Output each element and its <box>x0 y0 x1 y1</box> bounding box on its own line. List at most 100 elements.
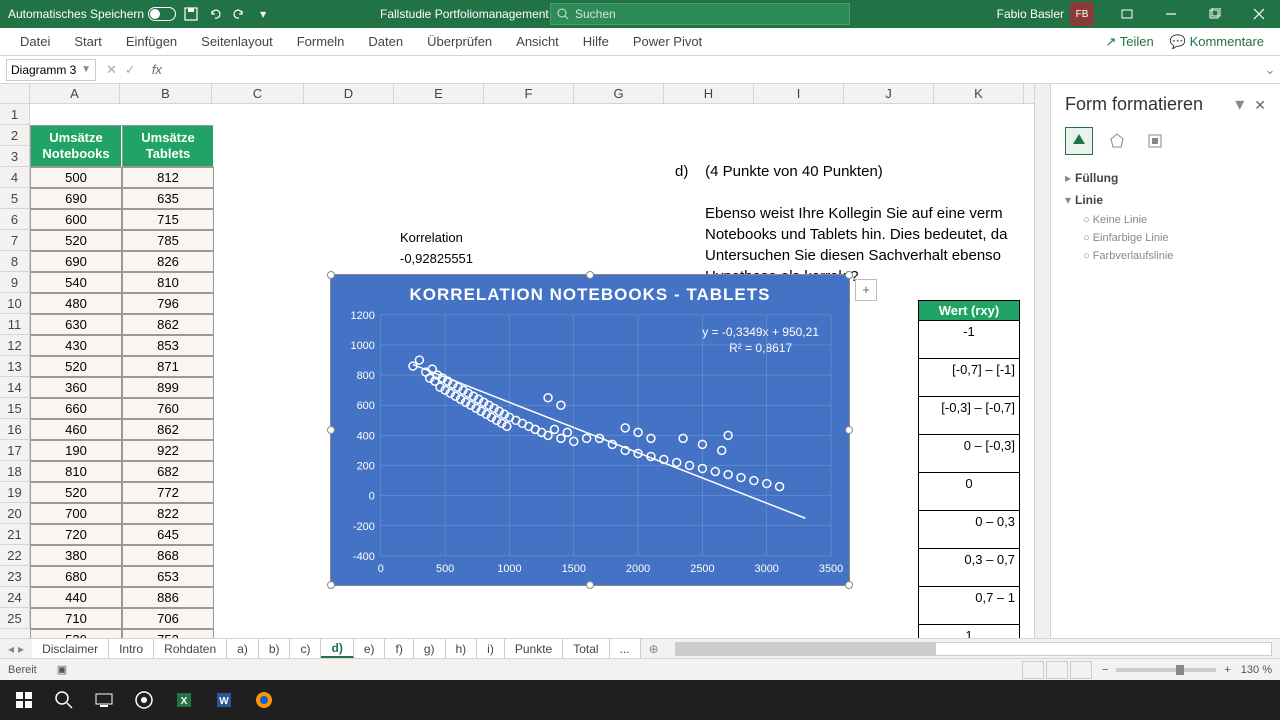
table-cell[interactable]: 520 <box>30 356 122 377</box>
sheet-tab[interactable]: ... <box>610 639 641 658</box>
add-sheet-button[interactable]: ⊕ <box>641 642 667 656</box>
row-header[interactable]: 6 <box>0 209 30 230</box>
sheet-nav-prev-icon[interactable]: ◂ <box>8 642 14 656</box>
table-cell[interactable]: 480 <box>30 293 122 314</box>
row-header[interactable]: 22 <box>0 545 30 566</box>
table-cell[interactable]: 690 <box>30 188 122 209</box>
ribbon-tab[interactable]: Formeln <box>285 28 357 55</box>
table-cell[interactable]: 868 <box>122 545 214 566</box>
maximize-button[interactable] <box>1194 0 1236 28</box>
table-cell[interactable]: 853 <box>122 335 214 356</box>
sheet-tab[interactable]: Total <box>563 639 609 658</box>
fill-line-tab-icon[interactable] <box>1065 127 1093 155</box>
table-cell[interactable]: 706 <box>122 608 214 629</box>
column-header[interactable]: I <box>754 84 844 103</box>
ribbon-tab[interactable]: Überprüfen <box>415 28 504 55</box>
sheet-tab[interactable]: h) <box>446 639 478 658</box>
row-header[interactable]: 21 <box>0 524 30 545</box>
row-header[interactable]: 14 <box>0 377 30 398</box>
column-header[interactable]: H <box>664 84 754 103</box>
table-cell[interactable]: 653 <box>122 566 214 587</box>
column-header[interactable]: A <box>30 84 120 103</box>
sheet-tab[interactable]: Rohdaten <box>154 639 227 658</box>
row-header[interactable]: 5 <box>0 188 30 209</box>
row-header[interactable]: 8 <box>0 251 30 272</box>
obs-icon[interactable] <box>124 680 164 720</box>
ribbon-tab[interactable]: Daten <box>356 28 415 55</box>
zoom-slider[interactable] <box>1116 668 1216 672</box>
share-button[interactable]: ↗ Teilen <box>1098 34 1162 50</box>
line-option[interactable]: ○ Keine Linie <box>1065 211 1266 229</box>
ribbon-display-icon[interactable] <box>1106 0 1148 28</box>
row-header[interactable]: 23 <box>0 566 30 587</box>
table-cell[interactable]: 700 <box>30 503 122 524</box>
table-cell[interactable]: 430 <box>30 335 122 356</box>
table-cell[interactable]: 899 <box>122 377 214 398</box>
table-cell[interactable]: 360 <box>30 377 122 398</box>
normal-view-icon[interactable] <box>1022 661 1044 679</box>
close-panel-icon[interactable]: ✕ <box>1254 97 1266 113</box>
column-header[interactable]: F <box>484 84 574 103</box>
zoom-level[interactable]: 130 % <box>1241 664 1272 676</box>
horizontal-scrollbar[interactable] <box>675 642 1272 656</box>
search-box[interactable]: Suchen <box>550 3 850 25</box>
sheet-tab[interactable]: c) <box>290 639 321 658</box>
ribbon-tab[interactable]: Seitenlayout <box>189 28 285 55</box>
row-header[interactable]: 19 <box>0 482 30 503</box>
accept-formula-icon[interactable]: ✓ <box>125 62 136 78</box>
table-cell[interactable]: 600 <box>30 209 122 230</box>
table-cell[interactable]: 500 <box>30 167 122 188</box>
search-taskbar-icon[interactable] <box>44 680 84 720</box>
row-header[interactable]: 25 <box>0 608 30 629</box>
save-icon[interactable] <box>182 5 200 23</box>
sheet-tab[interactable]: Intro <box>109 639 154 658</box>
ribbon-tab[interactable]: Hilfe <box>571 28 621 55</box>
table-cell[interactable]: 460 <box>30 419 122 440</box>
line-option[interactable]: ○ Einfarbige Linie <box>1065 229 1266 247</box>
expand-formula-icon[interactable]: ⌄ <box>1260 62 1280 78</box>
table-cell[interactable]: 922 <box>122 440 214 461</box>
sheet-tab[interactable]: g) <box>414 639 446 658</box>
row-header[interactable]: 20 <box>0 503 30 524</box>
row-header[interactable]: 16 <box>0 419 30 440</box>
row-header[interactable]: 13 <box>0 356 30 377</box>
sheet-tab[interactable]: a) <box>227 639 259 658</box>
page-layout-view-icon[interactable] <box>1046 661 1068 679</box>
select-all-corner[interactable] <box>0 84 30 103</box>
column-header[interactable]: E <box>394 84 484 103</box>
table-cell[interactable]: 520 <box>30 482 122 503</box>
excel-taskbar-icon[interactable]: X <box>164 680 204 720</box>
table-cell[interactable]: 540 <box>30 272 122 293</box>
table-cell[interactable]: 680 <box>30 566 122 587</box>
table-cell[interactable]: 720 <box>30 524 122 545</box>
ribbon-tab[interactable]: Ansicht <box>504 28 571 55</box>
name-box[interactable]: Diagramm 3▼ <box>6 59 96 81</box>
task-view-icon[interactable] <box>84 680 124 720</box>
table-cell[interactable]: 440 <box>30 587 122 608</box>
record-macro-icon[interactable]: ▣ <box>57 663 67 676</box>
sheet-nav-next-icon[interactable]: ▸ <box>18 642 24 656</box>
start-button[interactable] <box>4 680 44 720</box>
row-header[interactable]: 10 <box>0 293 30 314</box>
table-cell[interactable]: 822 <box>122 503 214 524</box>
ribbon-tab[interactable]: Power Pivot <box>621 28 714 55</box>
sheet-tab[interactable]: b) <box>259 639 291 658</box>
sheet-tab[interactable]: i) <box>477 639 505 658</box>
fill-section[interactable]: ▸Füllung <box>1065 167 1266 189</box>
comments-button[interactable]: 💬 Kommentare <box>1162 34 1272 50</box>
row-header[interactable]: 18 <box>0 461 30 482</box>
sheet-tab[interactable]: f) <box>385 639 413 658</box>
table-cell[interactable]: 826 <box>122 251 214 272</box>
user-account[interactable]: Fabio Basler FB <box>987 2 1104 26</box>
chart-add-element-button[interactable]: + <box>855 279 877 301</box>
sheet-tab[interactable]: e) <box>354 639 386 658</box>
row-header[interactable]: 4 <box>0 167 30 188</box>
page-break-view-icon[interactable] <box>1070 661 1092 679</box>
table-cell[interactable]: 862 <box>122 314 214 335</box>
row-header[interactable]: 24 <box>0 587 30 608</box>
table-cell[interactable]: 635 <box>122 188 214 209</box>
effects-tab-icon[interactable] <box>1103 127 1131 155</box>
table-cell[interactable]: 862 <box>122 419 214 440</box>
minimize-button[interactable] <box>1150 0 1192 28</box>
undo-icon[interactable] <box>206 5 224 23</box>
